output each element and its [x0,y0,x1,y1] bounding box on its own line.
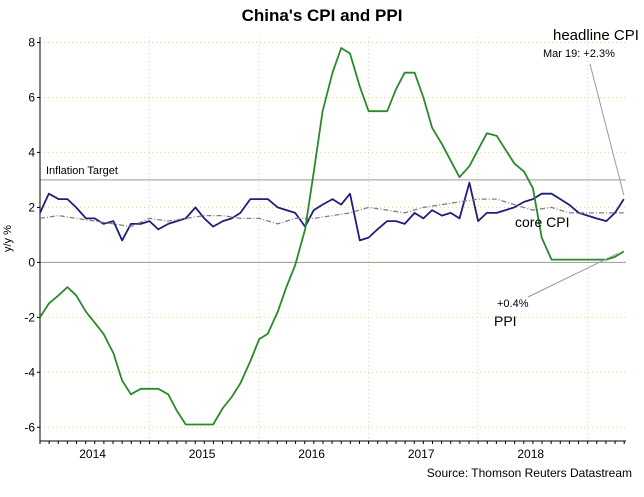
axes-layer: -6 -4 -2 0 2 4 6 8 2014 2015 2016 2017 2018 [24,35,626,461]
grid-layer [40,37,626,441]
source-note: Source: Thomson Reuters Datastream [426,466,632,480]
annotation-pointers [527,63,625,298]
y-tick-label: 0 [28,255,35,269]
core-cpi-label: core CPI [515,214,570,230]
core-cpi-line [39,198,624,228]
headline-cpi-line [39,181,625,242]
headline-cpi-pointer [589,63,625,196]
y-tick-label: 8 [28,35,35,49]
headline-cpi-value-label: Mar 19: +2.3% [543,48,615,60]
y-axis-label: y/y % [2,225,14,252]
y-tick-label: 6 [28,90,35,104]
ppi-pointer [527,252,619,298]
ppi-value-label: +0.4% [497,298,529,310]
chart-title: China's CPI and PPI [241,6,403,25]
x-tick-label: 2015 [189,447,216,461]
y-tick-label: -4 [24,365,35,379]
y-tick-label: -2 [24,310,35,324]
x-tick-label: 2014 [79,447,106,461]
series-layer [39,47,625,426]
y-tick-label: 2 [28,200,35,214]
ppi-line [39,47,625,426]
x-tick-label: 2018 [517,447,544,461]
x-tick-label: 2016 [298,447,325,461]
ppi-label: PPI [494,313,517,329]
x-tick-label: 2017 [408,447,435,461]
y-tick-label: 4 [28,145,35,159]
headline-cpi-label: headline CPI [553,27,639,44]
y-tick-label: -6 [24,420,35,434]
inflation-target-label: Inflation Target [46,165,118,177]
